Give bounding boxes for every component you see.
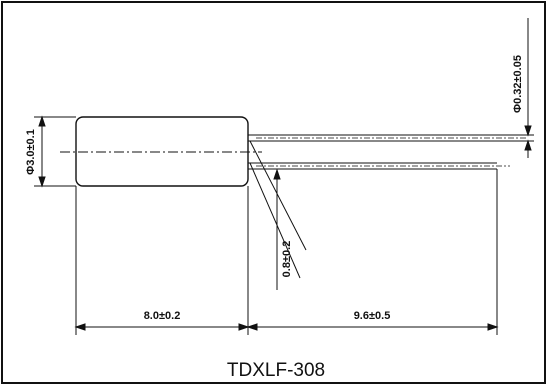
lead-spacing-label: 0.8±0.2 [281, 241, 293, 278]
body-diameter-label: Φ3.0±0.1 [25, 129, 37, 175]
lead-length-label: 9.6±0.5 [354, 310, 391, 322]
extension-lines [75, 169, 498, 335]
lead-diameter-label: Φ0.32±0.05 [512, 55, 524, 113]
body-length-label: 8.0±0.2 [144, 310, 181, 322]
lead-diameter-dimension [497, 18, 534, 158]
crystal-body [75, 116, 249, 187]
body-length-dimension [74, 323, 250, 331]
lead-spacing-dimension [249, 140, 307, 290]
leads [248, 134, 528, 170]
lead-length-dimension [246, 323, 499, 331]
body-diameter-dimension [34, 115, 76, 188]
model-title: TDXLF-308 [227, 360, 325, 381]
